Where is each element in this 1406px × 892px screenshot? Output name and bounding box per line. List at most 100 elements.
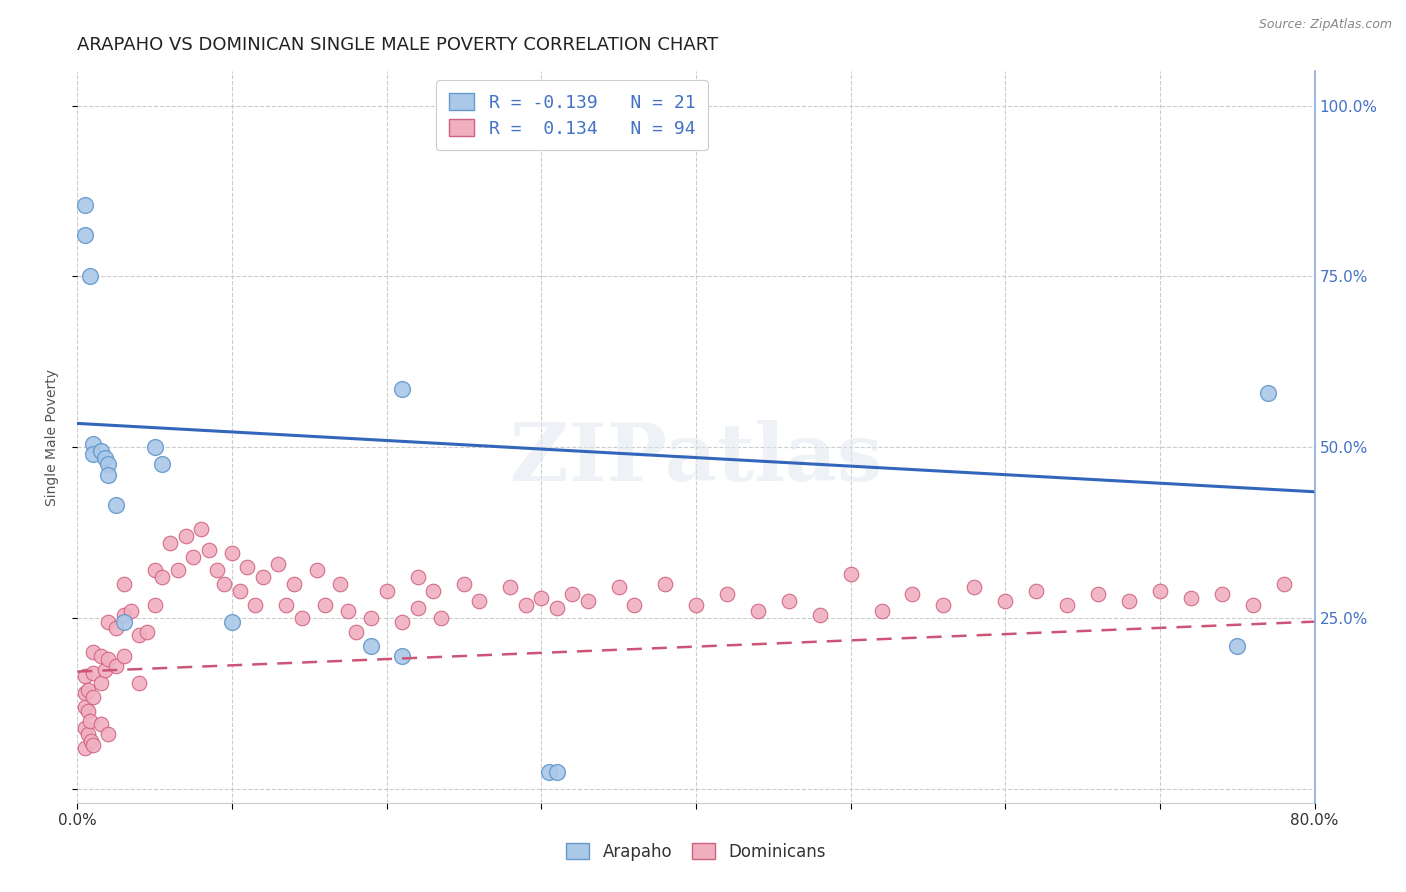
Point (205, 563, 228, 577)
Point (77, 704, 100, 718)
Point (128, 628, 150, 642)
Point (870, 604, 893, 618)
Point (1025, 583, 1047, 598)
Text: ZIPatlas: ZIPatlas (510, 420, 882, 498)
Point (128, 676, 150, 690)
Point (360, 639, 382, 653)
Point (152, 570, 174, 584)
Point (190, 522, 212, 536)
Point (252, 570, 274, 584)
Point (808, 607, 831, 622)
Point (391, 382, 413, 396)
Point (75, 686, 96, 700)
Text: ARAPAHO VS DOMINICAN SINGLE MALE POVERTY CORRELATION CHART: ARAPAHO VS DOMINICAN SINGLE MALE POVERTY… (77, 36, 718, 54)
Point (406, 570, 429, 584)
Point (430, 611, 453, 625)
Point (1211, 587, 1233, 601)
Point (391, 648, 413, 663)
Point (79, 714, 101, 728)
Point (607, 581, 630, 595)
Point (994, 594, 1017, 608)
Point (214, 577, 236, 591)
Point (623, 598, 645, 612)
Point (337, 604, 360, 618)
Point (221, 615, 243, 629)
Point (1272, 577, 1295, 591)
Point (77, 683, 100, 698)
Point (406, 601, 429, 615)
Point (143, 598, 166, 612)
Point (267, 557, 290, 571)
Point (112, 648, 135, 663)
Point (468, 594, 491, 608)
Point (499, 581, 522, 595)
Point (105, 622, 128, 636)
Point (75, 197, 96, 211)
Point (75, 721, 96, 735)
Point (1087, 587, 1109, 601)
Point (1226, 639, 1249, 653)
Point (538, 765, 561, 780)
Point (94, 450, 117, 465)
Point (716, 587, 738, 601)
Point (229, 583, 252, 598)
Point (344, 624, 367, 639)
Point (90, 717, 112, 731)
Point (97, 615, 120, 629)
Point (112, 607, 135, 622)
Point (75, 669, 96, 683)
Point (291, 611, 314, 625)
Point (1056, 598, 1078, 612)
Point (654, 577, 676, 591)
Point (97, 727, 120, 741)
Point (152, 458, 174, 472)
Point (314, 598, 336, 612)
Point (82, 447, 104, 461)
Point (561, 587, 583, 601)
Point (839, 566, 862, 581)
Point (530, 591, 553, 605)
Point (159, 536, 181, 550)
Point (77, 727, 100, 741)
Point (143, 563, 166, 577)
Point (90, 676, 112, 690)
Point (136, 624, 159, 639)
Point (82, 437, 104, 451)
Point (1180, 591, 1202, 605)
Point (82, 665, 104, 680)
Point (174, 529, 197, 543)
Point (105, 499, 128, 513)
Point (576, 594, 599, 608)
Point (422, 583, 444, 598)
Point (1118, 594, 1140, 608)
Point (121, 604, 143, 618)
Point (75, 228, 96, 243)
Point (778, 594, 800, 608)
Point (1257, 385, 1279, 400)
Legend: Arapaho, Dominicans: Arapaho, Dominicans (560, 837, 832, 868)
Point (90, 443, 112, 458)
Text: Source: ZipAtlas.com: Source: ZipAtlas.com (1258, 18, 1392, 31)
Point (329, 577, 352, 591)
Point (82, 645, 104, 659)
Point (167, 563, 190, 577)
Point (391, 615, 413, 629)
Point (75, 700, 96, 714)
Point (183, 549, 205, 564)
Point (963, 581, 986, 595)
Point (79, 269, 101, 284)
Point (546, 765, 568, 780)
Point (82, 738, 104, 752)
Y-axis label: Single Male Poverty: Single Male Poverty (45, 368, 59, 506)
Point (747, 604, 769, 618)
Point (515, 598, 537, 612)
Point (97, 652, 120, 666)
Point (97, 458, 120, 472)
Point (75, 741, 96, 756)
Point (112, 615, 135, 629)
Point (375, 583, 398, 598)
Point (276, 598, 298, 612)
Point (1241, 598, 1264, 612)
Point (546, 601, 568, 615)
Point (901, 587, 924, 601)
